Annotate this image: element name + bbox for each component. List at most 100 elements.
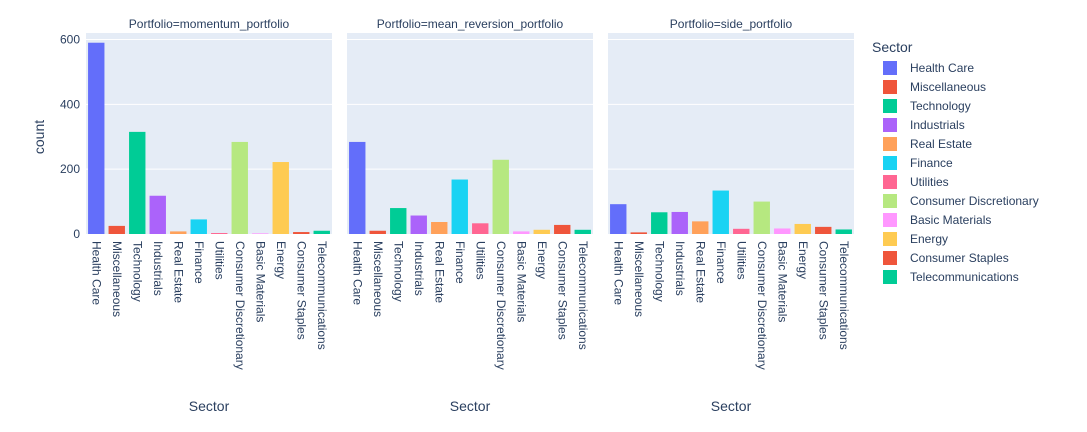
plot-background: [86, 33, 332, 234]
y-tick-label: 0: [73, 227, 80, 241]
bar[interactable]: [349, 141, 366, 234]
bar[interactable]: [231, 141, 248, 234]
bar[interactable]: [733, 228, 750, 234]
x-tick-label: Miscellaneous: [371, 241, 385, 317]
x-tick-label: Real Estate: [171, 241, 185, 303]
x-tick-label: Technology: [130, 241, 144, 302]
legend-swatch: [883, 118, 897, 132]
bar[interactable]: [369, 230, 386, 234]
legend-item[interactable]: Consumer Staples: [883, 251, 1009, 265]
bar[interactable]: [774, 228, 791, 234]
legend-label: Health Care: [910, 61, 974, 75]
bar[interactable]: [835, 229, 852, 234]
legend-item[interactable]: Telecommunications: [883, 270, 1019, 284]
x-tick-label: Basic Materials: [775, 241, 789, 322]
x-tick-label: Basic Materials: [253, 241, 267, 322]
bar[interactable]: [431, 222, 448, 234]
x-tick-label: Telecommunications: [576, 241, 590, 350]
bar[interactable]: [794, 223, 811, 234]
legend-item[interactable]: Basic Materials: [883, 213, 991, 227]
bar[interactable]: [610, 204, 627, 234]
bar[interactable]: [410, 215, 427, 234]
y-tick-label: 200: [60, 162, 80, 176]
legend-label: Basic Materials: [910, 213, 991, 227]
legend-label: Utilities: [910, 175, 949, 189]
legend-label: Miscellaneous: [910, 80, 986, 94]
x-tick-label: Energy: [796, 241, 810, 279]
x-tick-label: Consumer Staples: [555, 241, 569, 340]
bar[interactable]: [272, 162, 289, 234]
x-tick-label: Telecommunications: [315, 241, 329, 350]
legend-label: Energy: [910, 232, 948, 246]
bar[interactable]: [533, 229, 550, 234]
bar[interactable]: [190, 219, 207, 234]
bar[interactable]: [630, 232, 647, 234]
x-tick-label: Industrials: [151, 241, 165, 296]
bar[interactable]: [692, 221, 709, 234]
x-axis-title: Sector: [711, 398, 752, 414]
bar[interactable]: [149, 195, 166, 234]
legend-item[interactable]: Industrials: [883, 118, 965, 132]
legend-item[interactable]: Health Care: [883, 61, 974, 75]
bar[interactable]: [170, 231, 187, 234]
bar[interactable]: [513, 231, 530, 234]
bar[interactable]: [815, 226, 832, 234]
legend-item[interactable]: Real Estate: [883, 137, 972, 151]
plot-background: [347, 33, 593, 234]
facet-panel: Portfolio=momentum_portfolio Health Care M…: [86, 17, 332, 414]
legend-label: Consumer Staples: [910, 251, 1009, 265]
legend-swatch: [883, 175, 897, 189]
x-tick-label: Technology: [652, 241, 666, 302]
legend-item[interactable]: Consumer Discretionary: [883, 194, 1039, 208]
legend-item[interactable]: Energy: [883, 232, 948, 246]
legend-label: Finance: [910, 156, 953, 170]
x-tick-label: Finance: [453, 241, 467, 284]
x-tick-label: Telecommunications: [837, 241, 851, 350]
bar[interactable]: [129, 131, 146, 234]
legend-item[interactable]: Finance: [883, 156, 953, 170]
bar[interactable]: [492, 159, 509, 234]
legend-swatch: [883, 61, 897, 75]
y-tick-label: 400: [60, 97, 80, 111]
x-tick-label: Health Care: [611, 241, 625, 305]
legend-item[interactable]: Utilities: [883, 175, 949, 189]
x-tick-label: Finance: [714, 241, 728, 284]
legend-swatch: [883, 80, 897, 94]
bar[interactable]: [554, 224, 571, 234]
legend-item[interactable]: Miscellaneous: [883, 80, 986, 94]
bar[interactable]: [574, 229, 591, 234]
x-tick-label: Health Care: [350, 241, 364, 305]
legend-swatch: [883, 213, 897, 227]
x-tick-label: Miscellaneous: [110, 241, 124, 317]
x-tick-label: Finance: [192, 241, 206, 284]
legend-swatch: [883, 270, 897, 284]
x-tick-label: Utilities: [212, 241, 226, 280]
x-tick-label: Energy: [274, 241, 288, 279]
legend: Sector Health Care Miscellaneous Technolog…: [872, 39, 1039, 284]
bar[interactable]: [472, 223, 489, 234]
x-tick-label: Industrials: [412, 241, 426, 296]
legend-swatch: [883, 194, 897, 208]
bar[interactable]: [390, 208, 407, 234]
x-tick-label: Real Estate: [432, 241, 446, 303]
x-tick-label: Health Care: [89, 241, 103, 305]
legend-label: Telecommunications: [910, 270, 1019, 284]
x-tick-label: Basic Materials: [514, 241, 528, 322]
bar[interactable]: [252, 233, 269, 234]
bar[interactable]: [451, 179, 468, 234]
bar[interactable]: [671, 211, 688, 234]
legend-label: Consumer Discretionary: [910, 194, 1039, 208]
facet-title: Portfolio=mean_reversion_portfolio: [377, 17, 564, 31]
bar[interactable]: [108, 225, 125, 234]
bar[interactable]: [712, 190, 729, 234]
bar[interactable]: [651, 212, 668, 234]
y-axis-title: count: [31, 120, 47, 154]
bar[interactable]: [293, 232, 310, 234]
legend-item[interactable]: Technology: [883, 99, 971, 113]
bar[interactable]: [753, 201, 770, 234]
bar[interactable]: [313, 230, 330, 234]
bar[interactable]: [88, 42, 105, 235]
bar[interactable]: [211, 233, 228, 234]
